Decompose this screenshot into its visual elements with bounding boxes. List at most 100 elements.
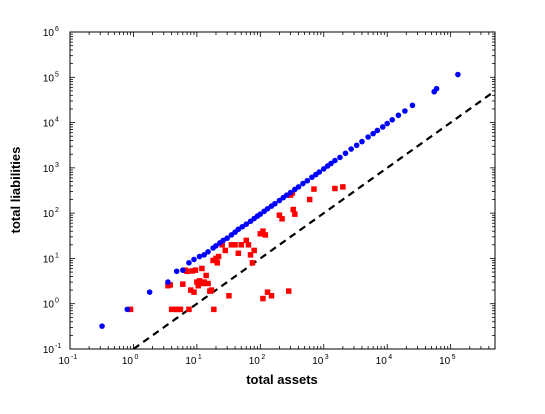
y-tick-label: 10 <box>43 119 55 130</box>
blue-circle-point <box>243 221 250 227</box>
blue-circle-point <box>379 124 386 130</box>
blue-circle-point <box>146 289 153 295</box>
blue-circle-point <box>370 130 376 137</box>
red-square-point <box>199 265 205 272</box>
blue-circle-point <box>239 223 246 230</box>
blue-circle-point <box>165 279 171 285</box>
red-square-point <box>260 295 266 302</box>
y-tick-label: 10 <box>43 345 55 356</box>
y-tick-exponent: 1 <box>55 252 59 259</box>
y-axis-title: total liabilities <box>8 147 23 234</box>
red-square-point <box>279 216 285 222</box>
red-square-point <box>292 211 298 217</box>
x-tick-exponent: 4 <box>388 354 392 361</box>
blue-circle-point <box>304 177 311 184</box>
y-tick-exponent: 2 <box>55 207 59 214</box>
red-square-point <box>262 232 269 238</box>
blue-circle-point <box>332 157 338 164</box>
x-tick-exponent: 2 <box>261 354 265 361</box>
blue-circle-point <box>201 252 207 258</box>
x-tick-exponent: 0 <box>134 354 138 361</box>
red-square-point <box>251 247 257 254</box>
blue-circle-point <box>186 260 192 266</box>
blue-circle-point <box>348 146 354 152</box>
red-square-point <box>340 184 346 190</box>
blue-circle-point <box>99 323 105 329</box>
red-square-point <box>210 257 216 264</box>
blue-circle-point <box>205 249 211 255</box>
plot-area <box>69 31 496 350</box>
blue-circle-point <box>196 253 203 260</box>
blue-circle-point <box>173 268 180 275</box>
red-square-point <box>226 292 232 299</box>
red-square-point <box>196 278 203 284</box>
y-tick-label: 10 <box>43 73 55 84</box>
blue-circle-point <box>337 154 343 161</box>
red-square-point <box>177 306 184 313</box>
blue-circle-point <box>300 180 306 187</box>
blue-circle-point <box>409 102 416 109</box>
red-square-point <box>201 279 207 285</box>
blue-circle-point <box>235 226 242 233</box>
y-tick-exponent: 6 <box>55 26 59 33</box>
red-square-point <box>285 288 292 294</box>
red-square-point <box>306 196 313 203</box>
y-tick-label: 10 <box>43 164 55 175</box>
y-tick-exponent: -1 <box>55 343 61 350</box>
x-tick-exponent: 5 <box>452 354 456 361</box>
x-tick-label: 10 <box>439 356 451 367</box>
blue-circle-point <box>353 142 360 149</box>
red-square-point <box>180 281 186 287</box>
red-square-point <box>264 289 271 295</box>
red-square-point <box>191 289 197 295</box>
x-tick-exponent: -1 <box>71 354 77 361</box>
red-square-point <box>228 242 235 248</box>
blue-circle-point <box>395 112 402 119</box>
blue-circle-point <box>276 197 283 204</box>
red-square-point <box>195 282 201 289</box>
red-square-point <box>276 212 283 218</box>
blue-circle-point <box>180 267 186 273</box>
red-square-point <box>192 267 199 273</box>
x-tick-label: 10 <box>58 356 70 367</box>
x-tick-label: 10 <box>376 356 388 367</box>
red-square-point <box>186 306 192 313</box>
red-square-point <box>208 287 215 293</box>
red-square-point <box>238 242 244 248</box>
y-tick-exponent: 3 <box>55 162 59 169</box>
blue-circle-point <box>309 174 315 181</box>
red-square-point <box>249 260 256 266</box>
blue-circle-point <box>264 205 271 212</box>
red-square-point <box>127 306 134 313</box>
blue-circle-point <box>320 166 327 172</box>
red-square-point <box>260 228 266 234</box>
red-square-point <box>332 185 338 192</box>
x-tick-exponent: 3 <box>325 354 329 361</box>
blue-circle-point <box>384 120 391 127</box>
blue-circle-point <box>433 85 440 92</box>
red-square-point <box>205 280 211 287</box>
y-tick-exponent: 0 <box>55 298 59 305</box>
red-square-point <box>290 206 296 213</box>
red-square-point <box>168 306 175 313</box>
x-axis-title: total assets <box>246 372 318 387</box>
x-tick-exponent: 1 <box>198 354 202 361</box>
blue-circle-point <box>272 200 278 207</box>
red-square-point <box>203 272 209 279</box>
red-square-point <box>311 186 317 192</box>
x-tick-label: 10 <box>312 356 324 367</box>
blue-circle-point <box>455 71 461 78</box>
red-square-point <box>215 253 222 260</box>
red-square-point <box>235 250 242 257</box>
red-square-point <box>211 306 217 313</box>
blue-circle-point <box>283 192 290 198</box>
blue-circle-point <box>295 184 302 190</box>
red-square-point <box>268 292 275 299</box>
blue-circle-point <box>389 117 396 123</box>
red-square-point <box>214 260 221 266</box>
blue-circle-point <box>316 169 323 175</box>
blue-circle-point <box>365 134 371 140</box>
y-tick-exponent: 4 <box>55 117 59 124</box>
blue-circle-point <box>213 243 219 249</box>
